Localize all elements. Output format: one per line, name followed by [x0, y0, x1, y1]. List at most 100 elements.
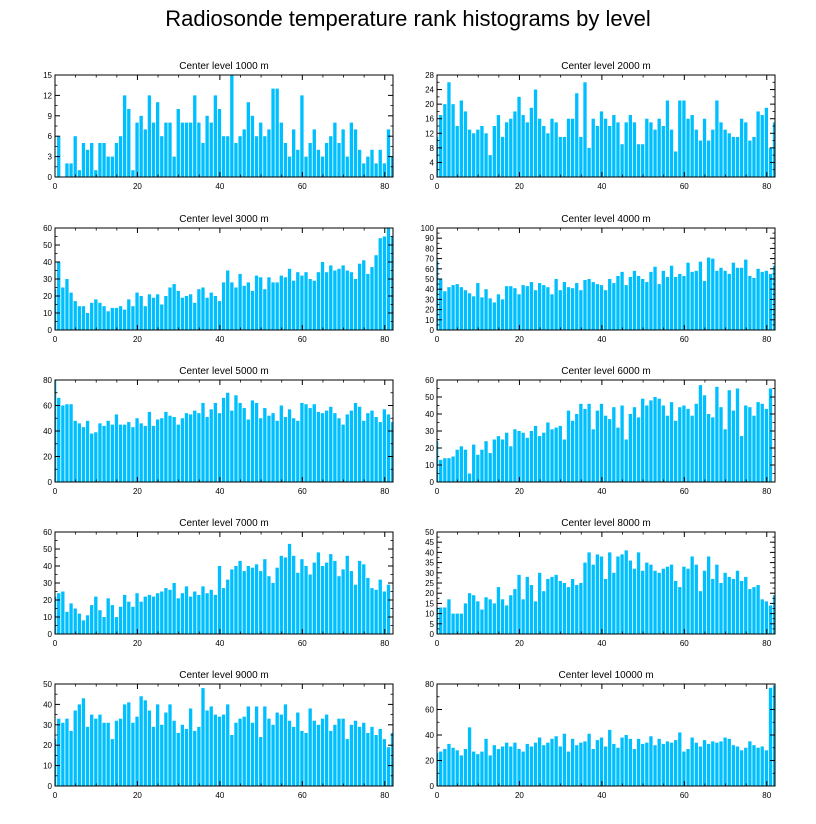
- bar: [521, 115, 525, 177]
- bar: [620, 554, 624, 634]
- y-tick-label: 16: [425, 115, 434, 124]
- y-tick-label: 6: [48, 132, 53, 141]
- bar: [382, 409, 387, 482]
- bar: [201, 586, 205, 634]
- bar: [197, 413, 201, 482]
- bar: [480, 449, 484, 482]
- bar: [230, 569, 234, 634]
- bar: [287, 268, 292, 330]
- bar: [329, 554, 333, 634]
- bar: [616, 556, 620, 634]
- bar: [329, 136, 333, 177]
- bar: [378, 149, 382, 177]
- x-tick-label: 0: [53, 182, 58, 191]
- x-tick-label: 20: [133, 487, 142, 496]
- bar: [254, 706, 259, 786]
- bar: [357, 263, 362, 330]
- bar: [98, 714, 102, 786]
- x-tick-label: 60: [680, 791, 689, 800]
- bar: [147, 411, 152, 483]
- bar: [106, 598, 110, 634]
- bar: [484, 441, 488, 482]
- bar: [451, 285, 455, 330]
- bar: [139, 423, 143, 482]
- bar: [234, 287, 238, 330]
- bar: [382, 236, 387, 330]
- bar: [554, 574, 558, 634]
- bar: [275, 712, 279, 786]
- bar: [296, 272, 300, 330]
- x-tick-label: 80: [380, 335, 389, 344]
- bar: [690, 271, 694, 330]
- bar: [242, 285, 246, 330]
- bar: [362, 722, 366, 786]
- bar: [209, 292, 213, 330]
- bar: [723, 737, 727, 786]
- bar: [164, 296, 168, 330]
- bar: [127, 702, 131, 786]
- bar: [558, 425, 562, 482]
- bar: [669, 129, 674, 177]
- bar: [201, 688, 205, 786]
- bar: [661, 270, 665, 330]
- x-tick-label: 40: [215, 182, 224, 191]
- bar: [657, 118, 661, 177]
- bar: [205, 593, 209, 634]
- bar: [300, 402, 304, 482]
- bar: [333, 724, 337, 786]
- bar: [337, 143, 341, 177]
- bar: [390, 732, 393, 786]
- bar: [752, 745, 756, 786]
- bar: [106, 311, 110, 330]
- y-tick-label: 12: [43, 91, 52, 100]
- bar: [90, 433, 94, 482]
- bar: [706, 257, 711, 330]
- x-tick-label: 40: [597, 791, 606, 800]
- bar: [312, 562, 316, 634]
- bar: [230, 75, 234, 177]
- bar: [304, 272, 308, 330]
- bar: [386, 414, 391, 482]
- y-tick-label: 40: [425, 285, 434, 294]
- bar: [715, 100, 719, 177]
- bar: [217, 566, 222, 634]
- bar: [756, 747, 760, 786]
- bar: [702, 395, 707, 482]
- bar: [221, 136, 226, 177]
- bar: [513, 111, 517, 177]
- bar: [492, 603, 496, 634]
- bar: [739, 750, 744, 786]
- bar: [723, 270, 727, 330]
- bar: [488, 599, 492, 634]
- x-tick-label: 80: [762, 182, 771, 191]
- bar: [308, 279, 312, 330]
- bar: [123, 424, 127, 483]
- bar: [57, 397, 61, 482]
- bar: [772, 122, 775, 177]
- bar: [645, 742, 649, 786]
- bar: [213, 95, 218, 177]
- bar: [591, 282, 595, 330]
- bar: [155, 294, 160, 330]
- bar: [472, 444, 476, 482]
- bar: [706, 140, 711, 177]
- bar: [682, 405, 686, 482]
- bar: [254, 136, 259, 177]
- bar: [127, 299, 131, 330]
- bar: [184, 296, 189, 330]
- bar: [653, 570, 657, 634]
- bar: [139, 601, 143, 634]
- y-tick-label: 20: [425, 589, 434, 598]
- bar: [558, 580, 562, 634]
- x-tick-label: 20: [515, 182, 524, 191]
- x-tick-label: 60: [680, 487, 689, 496]
- y-tick-label: 30: [43, 275, 52, 284]
- bar: [542, 126, 546, 177]
- panel-title: Center level 7000 m: [179, 518, 269, 529]
- bar: [65, 163, 69, 177]
- y-tick-label: 0: [48, 630, 53, 639]
- bar: [690, 737, 694, 786]
- bar: [496, 587, 501, 634]
- x-tick-label: 0: [435, 487, 440, 496]
- bar: [649, 122, 653, 177]
